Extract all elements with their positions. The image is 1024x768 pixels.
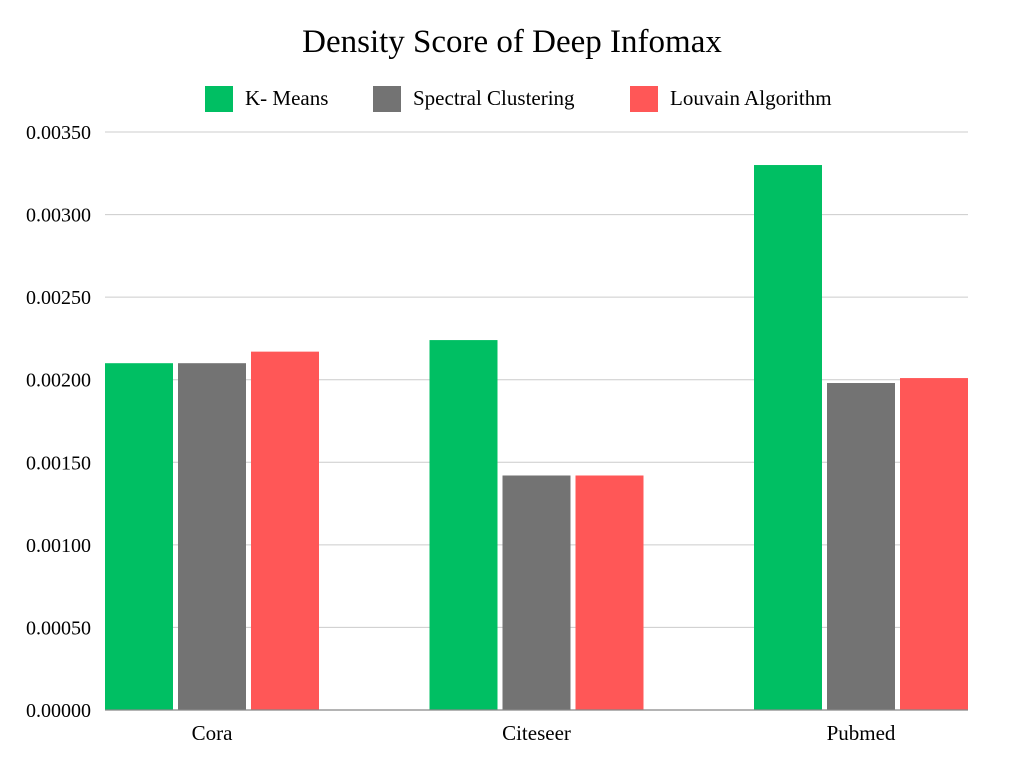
bar [105, 363, 173, 710]
x-tick-label: Pubmed [827, 721, 896, 745]
legend-swatch [373, 86, 401, 112]
x-axis-ticks: Cora Citeseer Pubmed [105, 709, 968, 745]
y-tick-label: 0.00250 [26, 287, 91, 309]
y-tick-label: 0.00150 [26, 452, 91, 474]
y-tick-label: 0.00000 [26, 700, 91, 722]
y-tick-label: 0.00200 [26, 370, 91, 392]
bar [900, 378, 968, 710]
bar [429, 340, 498, 710]
legend-label: K- Means [245, 86, 328, 110]
y-tick-label: 0.00050 [26, 617, 91, 639]
legend-label: Spectral Clustering [413, 86, 575, 110]
legend-label: Louvain Algorithm [670, 86, 832, 110]
bar [251, 351, 319, 710]
y-tick-label: 0.00350 [26, 122, 91, 144]
bar [827, 383, 895, 710]
bar [178, 363, 246, 710]
y-tick-label: 0.00100 [26, 535, 91, 557]
legend: K- Means Spectral Clustering Louvain Algor… [205, 86, 832, 112]
bar [575, 475, 644, 710]
x-tick-label: Citeseer [502, 721, 571, 745]
bars [105, 165, 968, 710]
x-tick-label: Cora [192, 721, 234, 745]
bar [502, 475, 571, 710]
bar [754, 165, 822, 710]
y-tick-label: 0.00300 [26, 205, 91, 227]
y-axis-ticks: 0.00000 0.00050 0.00100 0.00150 0.00200 0.002… [26, 122, 91, 722]
gridlines [105, 131, 968, 628]
legend-swatch [205, 86, 233, 112]
legend-swatch [630, 86, 658, 112]
chart-title: Density Score of Deep Infomax [302, 24, 722, 60]
